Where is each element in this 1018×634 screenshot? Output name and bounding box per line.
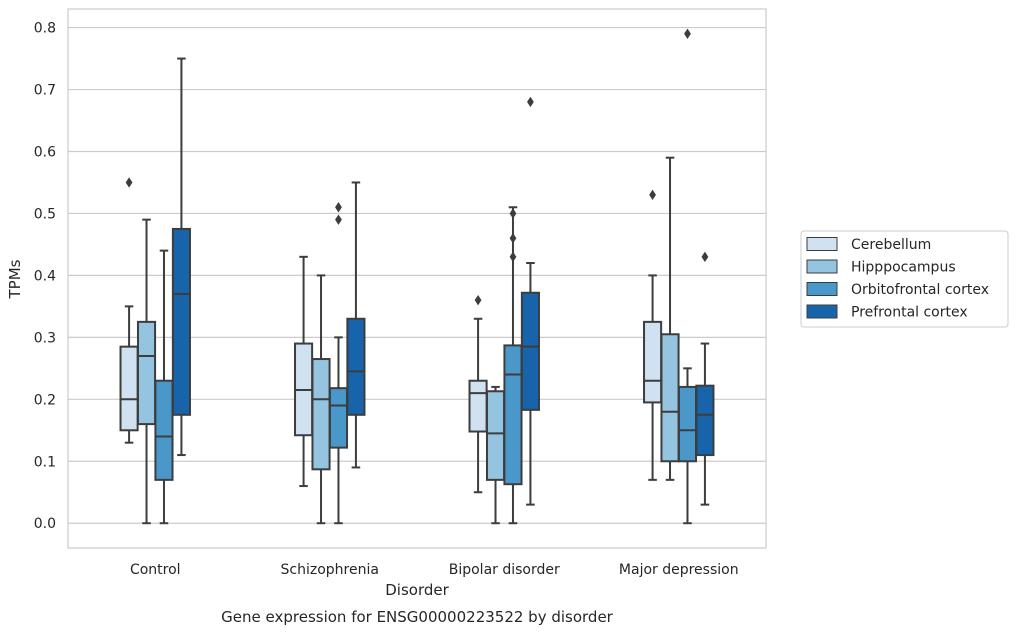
box-body: [468, 379, 488, 433]
box-hipppocampus: [485, 385, 506, 525]
box-cerebellum: [119, 177, 139, 444]
x-tick-label: Bipolar disorder: [449, 562, 560, 578]
outlier-marker: [701, 251, 709, 263]
box-body: [503, 344, 523, 486]
y-tick-label: 0.2: [34, 392, 56, 408]
figure-caption: Gene expression for ENSG00000223522 by d…: [221, 608, 614, 626]
box-cerebellum: [643, 189, 663, 481]
box-body: [328, 387, 349, 449]
legend-frame: [800, 230, 1009, 328]
y-axis-label: TPMs: [6, 259, 24, 299]
y-tick-label: 0.5: [34, 206, 56, 222]
x-tick-label: Control: [130, 562, 181, 578]
outlier-marker: [509, 251, 517, 263]
outlier-marker: [649, 189, 656, 201]
legend-swatch: [806, 282, 838, 296]
box-body: [311, 358, 331, 471]
legend-label: Prefrontal cortex: [851, 305, 968, 321]
box-body: [677, 385, 698, 463]
outlier-marker: [527, 96, 534, 108]
legend: Cerebellum Hipppocampus Orbitofrontal cort…: [800, 230, 1009, 328]
y-tick-label: 0.6: [34, 144, 56, 160]
box-hipppocampus: [660, 156, 680, 481]
y-tick-label: 0.7: [34, 83, 56, 99]
box-prefrontal-cortex: [520, 96, 540, 506]
box-cerebellum: [294, 255, 314, 488]
box-body: [695, 384, 715, 457]
legend-swatch: [806, 304, 838, 319]
y-tick-label: 0.8: [34, 21, 56, 37]
y-tick-label: 0.4: [34, 268, 56, 284]
outlier-marker: [509, 233, 517, 244]
x-tick-label: Major depression: [619, 562, 739, 578]
y-tick-label: 0.1: [34, 454, 56, 470]
box-hipppocampus: [311, 274, 331, 525]
box-orbitofrontal-cortex: [503, 206, 523, 525]
box-series: [119, 28, 715, 525]
y-tick-label: 0.0: [34, 516, 56, 532]
legend-label: Hipppocampus: [851, 260, 956, 276]
box-prefrontal-cortex: [171, 57, 191, 457]
plot-area-frame: [67, 8, 767, 549]
outlier-marker: [474, 294, 482, 306]
outlier-marker: [125, 177, 133, 188]
x-axis-label: Disorder: [385, 581, 449, 599]
box-body: [520, 291, 540, 411]
box-cerebellum: [468, 294, 488, 494]
box-body: [119, 345, 139, 432]
outlier-marker: [509, 208, 517, 219]
box-body: [136, 320, 157, 426]
legend-swatch: [806, 237, 838, 251]
y-tick-label: 0.3: [34, 330, 56, 346]
box-body: [643, 320, 663, 404]
box-body: [485, 390, 506, 481]
box-prefrontal-cortex: [695, 251, 715, 506]
box-body: [346, 317, 366, 416]
box-body: [171, 227, 191, 416]
x-axis-ticks: Control Schizophrenia Bipolar disorder Majo…: [130, 562, 739, 578]
box-orbitofrontal-cortex: [328, 202, 349, 525]
y-axis-ticks: 0.0 0.1 0.2 0.3 0.4 0.5 0.6 0.7 0.8: [34, 21, 56, 533]
box-hipppocampus: [136, 218, 157, 525]
outlier-marker: [335, 214, 342, 225]
box-orbitofrontal-cortex: [154, 249, 174, 525]
legend-label: Orbitofrontal cortex: [851, 282, 989, 298]
box-prefrontal-cortex: [346, 181, 366, 469]
outlier-marker: [684, 28, 691, 39]
legend-swatch: [806, 259, 838, 274]
box-body: [660, 333, 680, 463]
outlier-marker: [335, 202, 342, 213]
legend-label: Cerebellum: [851, 237, 931, 253]
box-body: [154, 379, 174, 481]
x-tick-label: Schizophrenia: [281, 562, 379, 578]
